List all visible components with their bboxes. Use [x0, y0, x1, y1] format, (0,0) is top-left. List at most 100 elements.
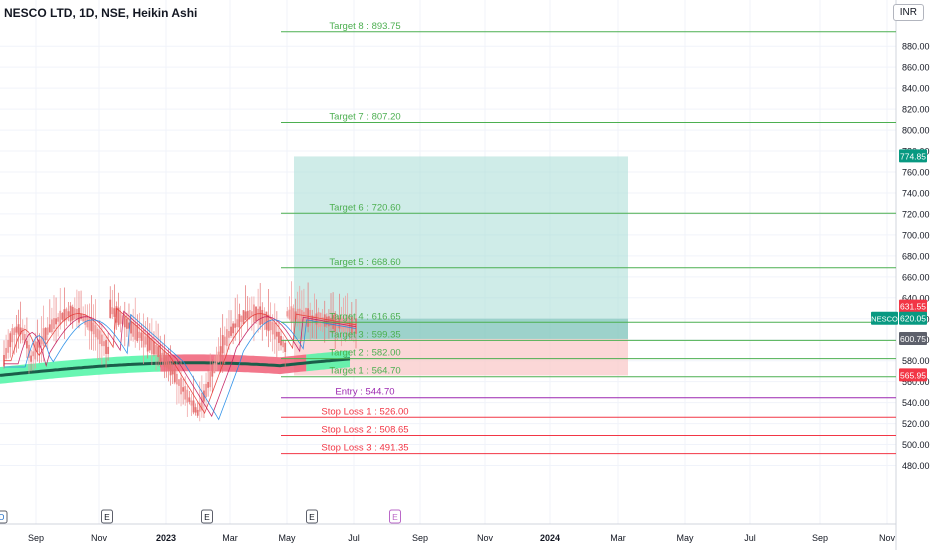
x-tick-label: Nov — [91, 533, 108, 543]
candle-body — [55, 318, 57, 325]
candle-body — [15, 326, 18, 333]
candle-body — [155, 344, 157, 355]
cloud-band-up — [0, 354, 161, 384]
level-label: Entry : 544.70 — [335, 387, 394, 398]
candle-body — [348, 322, 351, 328]
candle-body — [328, 316, 330, 327]
candle-body — [209, 371, 212, 388]
candle-body — [5, 347, 7, 359]
candle-body — [228, 331, 230, 338]
candle-body — [265, 311, 268, 330]
y-tick-label: 580.00 — [902, 356, 930, 366]
x-tick-label: 2024 — [540, 533, 560, 543]
price-badge-label: 631.55 — [900, 302, 926, 312]
candle-body — [317, 311, 320, 327]
candle-body — [63, 309, 66, 322]
earnings-marker — [306, 509, 318, 524]
profit-zone — [294, 156, 628, 339]
level-label: Stop Loss 3 : 491.35 — [321, 443, 408, 454]
candle-body — [180, 377, 182, 395]
candle-body — [353, 322, 355, 329]
x-tick-label: 2023 — [156, 533, 176, 543]
candle-body — [323, 314, 326, 327]
level-label: Stop Loss 1 : 526.00 — [321, 406, 408, 417]
candle-body — [261, 309, 264, 325]
candle-body — [300, 310, 303, 323]
candle-body — [107, 346, 110, 355]
candle-body — [3, 354, 5, 367]
symbol-badge — [871, 311, 898, 325]
candle-body — [40, 336, 43, 345]
candle-body — [232, 323, 235, 334]
candle-body — [138, 331, 141, 338]
candle-body — [123, 316, 126, 328]
candle-body — [9, 333, 12, 348]
candle-body — [305, 307, 307, 327]
y-tick-label: 640.00 — [902, 293, 930, 303]
x-tick-label: Nov — [879, 533, 896, 543]
y-tick-label: 680.00 — [902, 251, 930, 261]
y-tick-label: 800.00 — [902, 126, 930, 136]
candle-body — [36, 341, 39, 353]
candle-body — [215, 355, 218, 370]
candle-body — [71, 306, 74, 321]
candle-body — [311, 315, 314, 322]
candle-body — [103, 341, 105, 347]
candle-body — [88, 316, 91, 331]
candle-body — [26, 340, 28, 349]
candle-body — [307, 308, 309, 327]
earnings-marker-label: E — [392, 512, 398, 522]
candle-body — [184, 386, 187, 400]
candle-body — [350, 316, 353, 334]
current-zone — [294, 318, 628, 339]
candle-body — [242, 310, 245, 325]
moving-average-line — [4, 313, 357, 421]
y-tick-label: 700.00 — [902, 230, 930, 240]
candle-body — [284, 342, 287, 352]
price-badge-label: 565.95 — [900, 370, 926, 380]
candle-body — [153, 341, 155, 355]
y-tick-label: 760.00 — [902, 168, 930, 178]
candle-body — [303, 311, 305, 322]
candle-body — [17, 324, 20, 335]
y-tick-label: 660.00 — [902, 272, 930, 282]
y-tick-label: 520.00 — [902, 419, 930, 429]
candle-body — [92, 322, 95, 335]
y-tick-label: 880.00 — [902, 42, 930, 52]
x-tick-label: Nov — [477, 533, 494, 543]
candle-body — [11, 328, 14, 343]
candle-body — [161, 352, 164, 358]
earnings-marker — [201, 509, 213, 524]
candle-body — [148, 338, 151, 351]
candle-body — [221, 335, 224, 354]
candle-body — [182, 387, 185, 392]
level-label: Stop Loss 2 : 508.65 — [321, 424, 408, 435]
candle-body — [59, 310, 62, 325]
candle-body — [78, 307, 80, 323]
candle-body — [298, 308, 301, 324]
dividend-marker-label: D — [0, 513, 5, 522]
cloud-midline — [0, 357, 351, 377]
y-tick-label: 860.00 — [902, 63, 930, 73]
candle-body — [200, 393, 203, 411]
candle-body — [150, 337, 153, 355]
candle-body — [294, 311, 297, 320]
chart-title: NESCO LTD, 1D, NSE, Heikin Ashi — [4, 6, 198, 20]
x-tick-label: May — [278, 533, 296, 543]
currency-selector[interactable]: INR — [892, 4, 924, 21]
earnings-marker-label: E — [204, 512, 210, 522]
candle-body — [230, 326, 232, 336]
y-tick-label: 840.00 — [902, 84, 930, 94]
candle-body — [198, 402, 201, 412]
price-badge — [899, 331, 927, 345]
earnings-marker — [0, 510, 8, 524]
candle-body — [105, 340, 107, 354]
candle-body — [259, 306, 262, 325]
candle-body — [144, 336, 147, 345]
candle-body — [7, 339, 10, 353]
y-tick-label: 720.00 — [902, 209, 930, 219]
x-tick-label: Mar — [610, 533, 626, 543]
price-badge-label: 774.85 — [900, 151, 926, 161]
